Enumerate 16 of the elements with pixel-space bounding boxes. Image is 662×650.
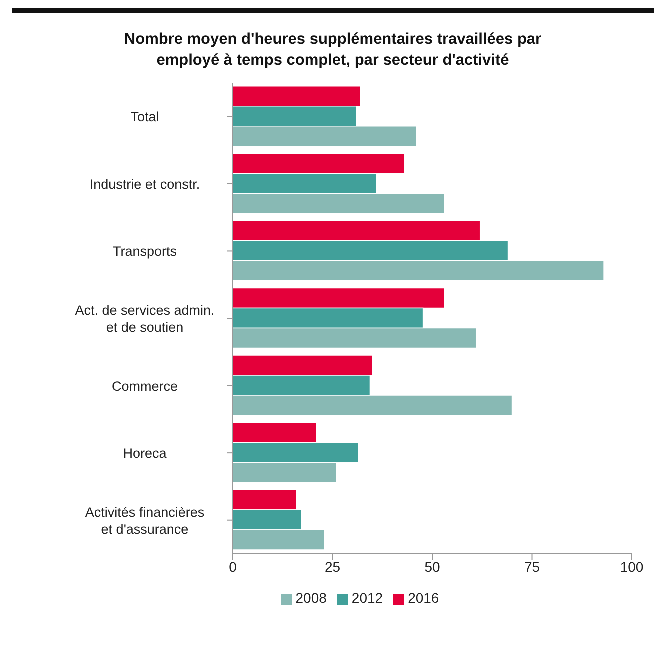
x-tick-label: 25 bbox=[324, 558, 341, 575]
legend-label: 2016 bbox=[408, 590, 440, 606]
legend-label: 2012 bbox=[352, 590, 384, 606]
x-tick-label: 100 bbox=[620, 558, 644, 575]
chart-title: Nombre moyen d'heures supplémentaires travaillées par employé à temps complet, par secteur d'activité bbox=[123, 30, 543, 71]
y-tick-label: Total bbox=[130, 109, 160, 124]
x-tick-label: 0 bbox=[229, 558, 238, 575]
legend-label: 2008 bbox=[296, 590, 327, 606]
y-tick-label: Commerce bbox=[112, 378, 178, 394]
y-tick-label: Activités financières et d'assurance bbox=[85, 504, 205, 536]
y-tick-label: Transports bbox=[112, 244, 178, 259]
y-tick-label: Act. de services admin. et de soutien bbox=[75, 302, 215, 334]
y-tick-label: Industrie et constr. bbox=[90, 176, 200, 192]
y-tick-label: Horeca bbox=[123, 446, 168, 461]
x-tick-label: 50 bbox=[424, 558, 440, 575]
x-tick-label: 75 bbox=[524, 558, 540, 575]
